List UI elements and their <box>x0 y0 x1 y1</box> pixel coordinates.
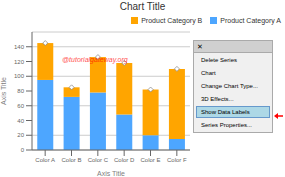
html-text:Product Category A: Product Category A <box>220 16 281 24</box>
svg-text:Color E: Color E <box>140 157 160 163</box>
html-text:@tutorialgateway.org: @tutorialgateway.org <box>62 56 128 63</box>
svg-text:60: 60 <box>17 103 24 109</box>
svg-text:Color F: Color F <box>167 157 187 163</box>
html-text:Delete Series: Delete Series <box>201 57 237 63</box>
html-text:Chart Title: Chart Title <box>119 1 166 12</box>
svg-text:120: 120 <box>14 59 25 65</box>
svg-text:20: 20 <box>17 132 24 138</box>
html-text:Series Properties...: Series Properties... <box>201 122 252 128</box>
svg-text:Axis Title: Axis Title <box>97 170 125 176</box>
html-text:Change Chart Type...: Change Chart Type... <box>201 83 258 89</box>
html-text:Product Category B: Product Category B <box>141 16 203 24</box>
html-text:Show Data Labels: Show Data Labels <box>201 109 250 115</box>
svg-text:100: 100 <box>14 73 25 79</box>
html-text:3D Effects...: 3D Effects... <box>201 96 234 102</box>
html-text:Chart: Chart <box>201 70 216 76</box>
svg-text:40: 40 <box>17 118 24 124</box>
svg-text:Color B: Color B <box>61 157 81 163</box>
svg-text:0: 0 <box>21 147 25 153</box>
svg-text:Color C: Color C <box>88 157 109 163</box>
svg-text:Color A: Color A <box>35 157 55 163</box>
svg-text:140: 140 <box>14 44 25 50</box>
svg-text:80: 80 <box>17 88 24 94</box>
svg-text:Color D: Color D <box>114 157 135 163</box>
